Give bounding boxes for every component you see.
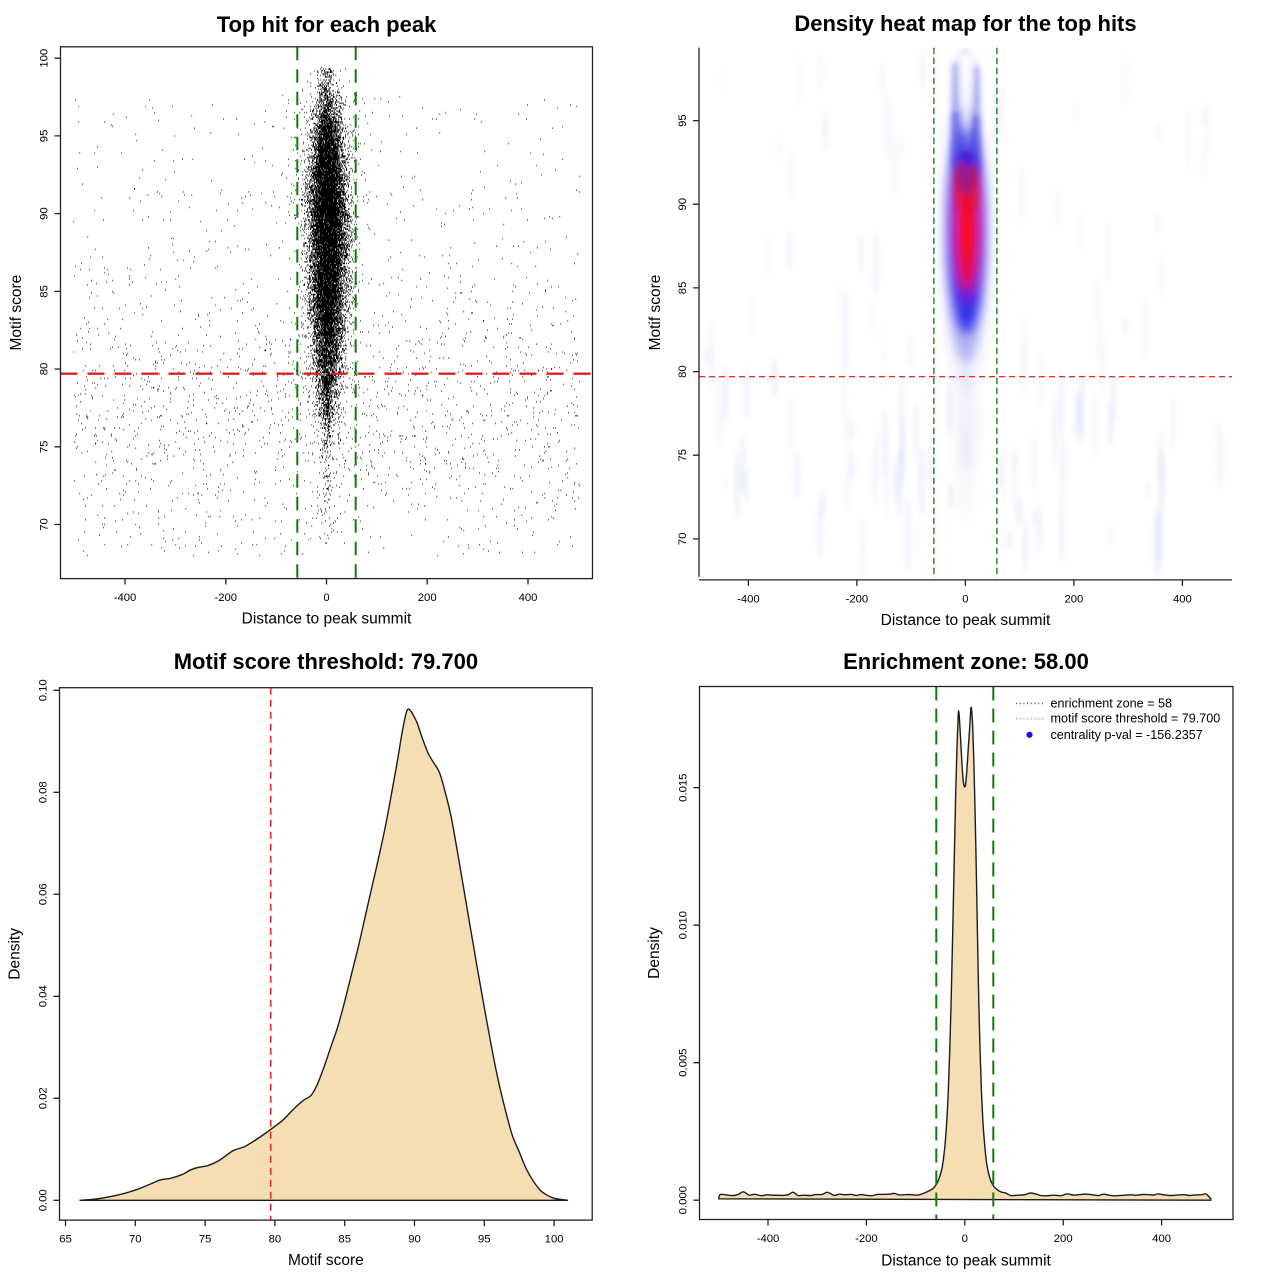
svg-text:100: 100: [39, 49, 51, 68]
svg-text:95: 95: [478, 1234, 491, 1246]
svg-text:Motif score: Motif score: [8, 275, 25, 351]
svg-text:85: 85: [39, 285, 51, 298]
svg-text:65: 65: [59, 1234, 72, 1246]
svg-text:90: 90: [408, 1234, 421, 1246]
svg-text:75: 75: [677, 449, 689, 462]
svg-text:-200: -200: [846, 593, 869, 605]
svg-text:75: 75: [39, 441, 51, 454]
svg-text:Motif score: Motif score: [288, 1252, 364, 1269]
svg-text:70: 70: [129, 1234, 142, 1246]
svg-text:enrichment zone = 58: enrichment zone = 58: [1051, 696, 1172, 710]
svg-text:80: 80: [39, 363, 51, 376]
svg-text:-200: -200: [855, 1233, 878, 1245]
svg-text:Top hit for each peak: Top hit for each peak: [217, 12, 437, 37]
svg-text:95: 95: [677, 114, 689, 127]
svg-text:85: 85: [677, 282, 689, 295]
svg-text:Enrichment zone: 58.00: Enrichment zone: 58.00: [843, 649, 1089, 674]
svg-text:0.000: 0.000: [678, 1186, 690, 1214]
svg-text:-400: -400: [757, 1233, 780, 1245]
svg-text:-400: -400: [114, 592, 137, 604]
svg-text:95: 95: [39, 130, 51, 143]
svg-text:Density: Density: [7, 928, 24, 980]
svg-text:200: 200: [418, 592, 437, 604]
svg-text:400: 400: [1173, 593, 1192, 605]
svg-text:0.08: 0.08: [38, 781, 50, 803]
svg-text:motif score threshold = 79.700: motif score threshold = 79.700: [1051, 712, 1221, 726]
svg-text:70: 70: [39, 518, 51, 531]
svg-text:Distance to peak summit: Distance to peak summit: [881, 1252, 1051, 1269]
svg-text:0.010: 0.010: [678, 911, 690, 939]
svg-text:0.015: 0.015: [678, 774, 690, 802]
svg-text:0.02: 0.02: [38, 1087, 50, 1109]
svg-text:0: 0: [962, 593, 968, 605]
svg-text:80: 80: [677, 365, 689, 378]
svg-text:0.04: 0.04: [38, 985, 50, 1007]
svg-text:Motif score threshold: 79.700: Motif score threshold: 79.700: [174, 649, 478, 674]
svg-text:400: 400: [1152, 1233, 1171, 1245]
svg-text:Distance to peak summit: Distance to peak summit: [881, 612, 1051, 629]
svg-text:Distance to peak summit: Distance to peak summit: [242, 611, 412, 628]
svg-text:Density: Density: [646, 927, 663, 979]
svg-text:100: 100: [545, 1234, 564, 1246]
svg-text:-400: -400: [737, 593, 760, 605]
svg-text:0: 0: [962, 1233, 968, 1245]
svg-text:75: 75: [199, 1234, 212, 1246]
svg-text:centrality p-val = -156.2357: centrality p-val = -156.2357: [1051, 728, 1203, 742]
svg-text:200: 200: [1054, 1233, 1073, 1245]
svg-text:0.06: 0.06: [38, 883, 50, 905]
svg-text:200: 200: [1064, 593, 1083, 605]
svg-text:0.005: 0.005: [678, 1049, 690, 1077]
svg-text:80: 80: [269, 1234, 282, 1246]
svg-text:90: 90: [39, 207, 51, 220]
svg-text:70: 70: [677, 533, 689, 546]
svg-text:Density heat map for the top h: Density heat map for the top hits: [794, 11, 1136, 36]
svg-text:85: 85: [338, 1234, 351, 1246]
svg-text:0.00: 0.00: [38, 1189, 50, 1211]
svg-text:90: 90: [677, 198, 689, 211]
svg-text:-200: -200: [214, 592, 237, 604]
svg-text:Motif score: Motif score: [647, 275, 664, 351]
svg-text:400: 400: [519, 592, 538, 604]
svg-text:0: 0: [323, 592, 329, 604]
svg-text:0.10: 0.10: [38, 679, 50, 701]
